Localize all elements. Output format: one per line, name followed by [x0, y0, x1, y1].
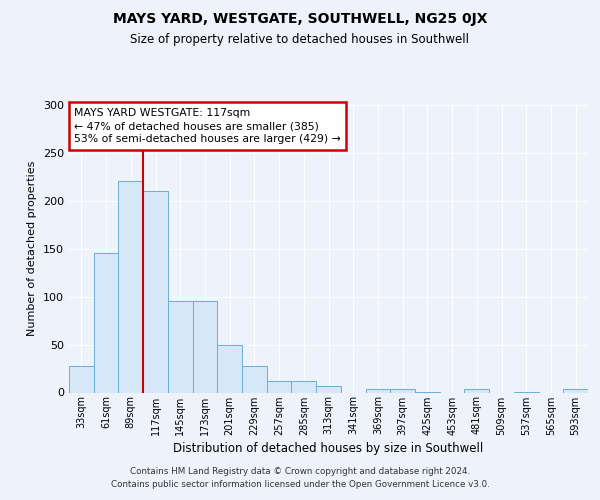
Text: Contains HM Land Registry data © Crown copyright and database right 2024.: Contains HM Land Registry data © Crown c… [130, 467, 470, 476]
X-axis label: Distribution of detached houses by size in Southwell: Distribution of detached houses by size … [173, 442, 484, 454]
Bar [242, 366, 267, 392]
Y-axis label: Number of detached properties: Number of detached properties [28, 161, 37, 336]
Bar [292, 381, 316, 392]
Bar [69, 366, 94, 392]
Bar [217, 344, 242, 393]
Bar [118, 180, 143, 392]
Bar [390, 388, 415, 392]
Bar [316, 386, 341, 392]
Bar [563, 388, 588, 392]
Text: MAYS YARD, WESTGATE, SOUTHWELL, NG25 0JX: MAYS YARD, WESTGATE, SOUTHWELL, NG25 0JX [113, 12, 487, 26]
Bar [94, 252, 118, 392]
Bar [365, 388, 390, 392]
Bar [193, 302, 217, 392]
Bar [143, 191, 168, 392]
Bar [267, 381, 292, 392]
Text: Contains public sector information licensed under the Open Government Licence v3: Contains public sector information licen… [110, 480, 490, 489]
Text: Size of property relative to detached houses in Southwell: Size of property relative to detached ho… [131, 32, 470, 46]
Text: MAYS YARD WESTGATE: 117sqm
← 47% of detached houses are smaller (385)
53% of sem: MAYS YARD WESTGATE: 117sqm ← 47% of deta… [74, 108, 341, 144]
Bar [464, 388, 489, 392]
Bar [168, 302, 193, 392]
